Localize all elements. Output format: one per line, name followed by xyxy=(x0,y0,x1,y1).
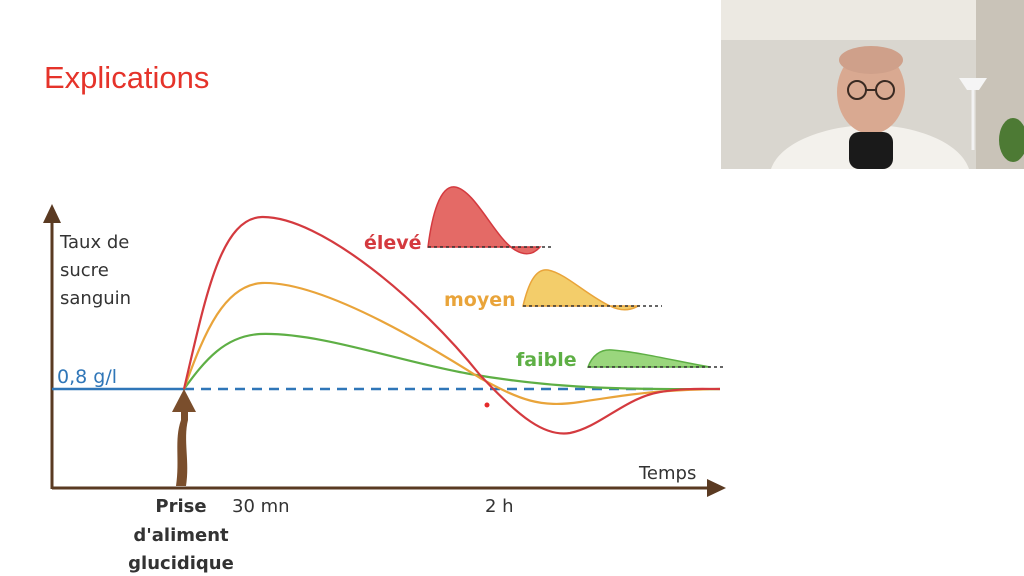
marker-dot xyxy=(484,402,490,408)
event-label-line-3: glucidique xyxy=(128,553,234,574)
x-axis-label: Temps xyxy=(638,463,696,484)
slide-title: Explications xyxy=(44,60,210,95)
y-axis-label-line-3: sanguin xyxy=(60,288,131,309)
webcam-overlay xyxy=(721,0,1024,169)
curve-eleve xyxy=(182,215,721,435)
legend-eleve: élevé xyxy=(364,186,552,255)
y-axis-label-line-1: Taux de xyxy=(59,232,129,253)
presenter-video-icon xyxy=(721,0,1024,169)
x-axis-arrowhead xyxy=(707,479,726,497)
curve-moyen xyxy=(182,281,721,405)
y-axis-label-line-2: sucre xyxy=(60,260,109,281)
legend-eleve-label: élevé xyxy=(364,232,422,254)
axes xyxy=(43,204,726,497)
baseline-label: 0,8 g/l xyxy=(57,366,117,388)
curve-faible xyxy=(183,332,721,391)
legend-moyen-label: moyen xyxy=(444,289,516,311)
legend-faible-label: faible xyxy=(516,349,577,371)
event-label-line-2: d'aliment xyxy=(133,525,229,546)
x-tick-2h: 2 h xyxy=(485,496,514,517)
legend-moyen: moyen xyxy=(444,269,662,311)
y-axis-arrowhead xyxy=(43,204,61,223)
legend-faible: faible xyxy=(516,349,724,371)
food-intake-arrow xyxy=(172,389,196,486)
x-tick-30mn: 30 mn xyxy=(232,496,290,517)
event-label-line-1: Prise xyxy=(155,496,206,517)
